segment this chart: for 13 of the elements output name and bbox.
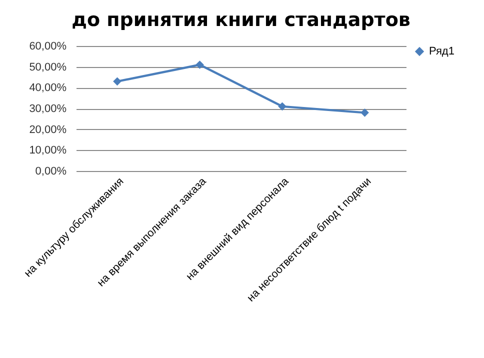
legend-label: Ряд1: [429, 46, 454, 58]
y-tick-label: 50,00%: [29, 61, 67, 74]
chart-title: до принятия книги стандартов: [72, 9, 410, 31]
y-tick-label: 20,00%: [29, 124, 67, 136]
point: [360, 108, 369, 117]
point: [278, 102, 286, 111]
y-tick-label: 60,00%: [29, 40, 67, 52]
y-tick-label: 0,00%: [35, 166, 67, 178]
y-tick-label: 10,00%: [29, 144, 67, 157]
point: [196, 60, 204, 69]
point: [113, 77, 122, 86]
y-tick-label: 40,00%: [29, 82, 67, 94]
y-tick-label: 30,00%: [29, 103, 67, 115]
